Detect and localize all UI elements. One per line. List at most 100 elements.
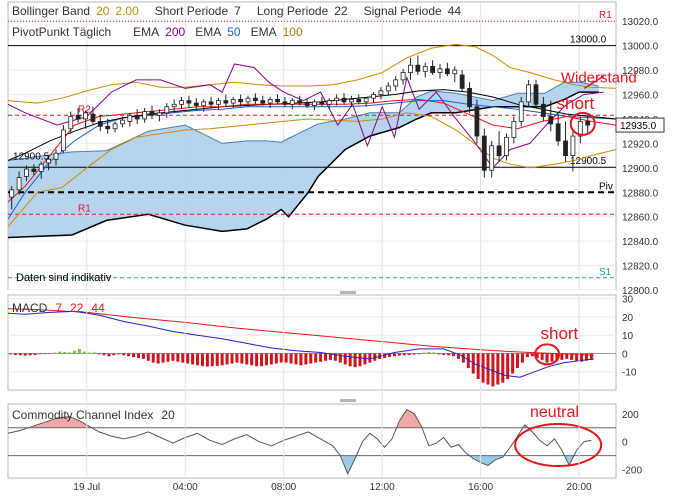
macd-histogram-bar xyxy=(432,352,436,354)
candle-body xyxy=(371,94,376,99)
macd-title-label: MACD xyxy=(12,301,48,315)
macd-histogram-bar xyxy=(279,353,283,363)
cci-y-tick-label: 0 xyxy=(622,438,628,449)
candle xyxy=(289,98,295,110)
candle-body xyxy=(415,64,421,72)
macd-histogram-bar xyxy=(171,353,175,361)
candle xyxy=(245,95,251,107)
candle-body xyxy=(341,97,347,103)
price-panel: 12800.0 12820.0 12840.0 12860.0 12880.0 12900… xyxy=(7,1,665,297)
indicative-data-note: Daten sind indikativ xyxy=(16,272,112,284)
time-tick-label: 16:00 xyxy=(468,482,493,493)
macd-histogram-bar xyxy=(580,353,584,362)
macd-histogram-bar xyxy=(422,352,426,354)
macd-histogram-bar xyxy=(324,353,328,361)
macd-histogram-bar xyxy=(43,353,47,355)
candle xyxy=(585,114,591,134)
macd-histogram-bar xyxy=(506,353,510,380)
candle-body xyxy=(533,84,539,105)
candle-body xyxy=(570,135,576,157)
candle xyxy=(90,106,96,124)
candle xyxy=(201,99,207,112)
candle xyxy=(208,96,214,108)
macd-histogram-bar xyxy=(328,353,332,360)
panel-resize-handle[interactable] xyxy=(340,399,356,402)
candle xyxy=(186,95,192,108)
candle-body xyxy=(164,106,170,114)
macd-histogram-bar xyxy=(269,353,273,365)
macd-histogram-bar xyxy=(13,353,17,355)
macd-histogram-bar xyxy=(481,353,485,383)
macd-y-tick-label: 30 xyxy=(622,295,634,306)
candle-body xyxy=(348,99,354,103)
macd-histogram-bar xyxy=(210,353,214,367)
candle xyxy=(16,171,22,195)
annotation-short-macd: short xyxy=(540,324,578,343)
candle xyxy=(216,98,221,110)
macd-histogram-bar xyxy=(245,353,249,365)
candle-body xyxy=(230,99,236,104)
macd-histogram-bar xyxy=(545,353,549,363)
macd-y-tick-label: 0 xyxy=(622,349,628,360)
macd-histogram-bar xyxy=(388,353,392,358)
candle-body xyxy=(68,116,74,130)
macd-histogram-bar xyxy=(314,353,318,363)
candle-body xyxy=(289,100,295,105)
candle-body xyxy=(555,123,561,142)
time-tick-label: 08:00 xyxy=(271,482,296,493)
level-label-r1: R1 xyxy=(599,10,612,21)
macd-histogram-bar xyxy=(348,353,352,367)
macd-histogram-bar xyxy=(112,353,116,356)
reference-line-label: 12900.5 xyxy=(570,156,607,167)
candle-body xyxy=(504,136,509,157)
panel-resize-handle[interactable] xyxy=(340,291,356,294)
time-tick-label: 04:00 xyxy=(173,482,198,493)
macd-histogram-bar xyxy=(471,353,475,374)
macd-histogram-bar xyxy=(442,353,446,355)
macd-histogram-bar xyxy=(181,353,185,363)
header-param: 44 xyxy=(448,4,462,18)
macd-histogram-bar xyxy=(235,353,239,363)
header-label: EMA xyxy=(133,25,159,39)
price-y-tick-label: 12980.0 xyxy=(622,66,659,77)
macd-histogram-bar xyxy=(284,353,288,363)
macd-histogram-bar xyxy=(575,353,579,361)
macd-histogram-bar xyxy=(33,353,37,355)
candle xyxy=(444,62,450,77)
header-param: 200 xyxy=(165,25,185,39)
candle xyxy=(341,93,347,105)
macd-histogram-bar xyxy=(427,352,431,354)
candle xyxy=(46,155,52,171)
time-tick-label: 20:00 xyxy=(567,482,592,493)
macd-y-tick-label: 20 xyxy=(622,313,634,324)
candle-body xyxy=(319,101,325,105)
candle xyxy=(563,121,568,162)
candle xyxy=(171,99,177,113)
macd-histogram-bar xyxy=(225,353,229,365)
macd-histogram-bar xyxy=(402,353,406,356)
macd-histogram-bar xyxy=(63,352,67,354)
candle-body xyxy=(193,102,199,106)
macd-histogram-bar xyxy=(417,353,421,355)
price-y-tick-label: 12840.0 xyxy=(622,237,659,248)
candle xyxy=(68,111,74,134)
candle xyxy=(348,95,354,107)
candle xyxy=(393,76,399,91)
candle xyxy=(334,94,340,106)
macd-panel: -10 0 10 20 30 MACD 7 22 44 short xyxy=(7,291,637,391)
candle xyxy=(452,66,458,83)
macd-histogram-bar xyxy=(220,353,224,366)
candle-body xyxy=(526,84,532,103)
macd-histogram-bar xyxy=(491,353,495,387)
cci-title-label: Commodity Channel Index xyxy=(12,408,153,422)
candle xyxy=(31,164,37,176)
header-label: PivotPunkt Täglich xyxy=(12,25,111,39)
macd-title: MACD 7 22 44 xyxy=(12,301,105,315)
macd-histogram-bar xyxy=(274,353,278,364)
series-line-ema-50 xyxy=(7,100,617,220)
time-tick-label: 12:00 xyxy=(370,482,395,493)
candle-body xyxy=(444,68,450,75)
candle xyxy=(467,82,472,113)
candle-body xyxy=(563,140,568,157)
